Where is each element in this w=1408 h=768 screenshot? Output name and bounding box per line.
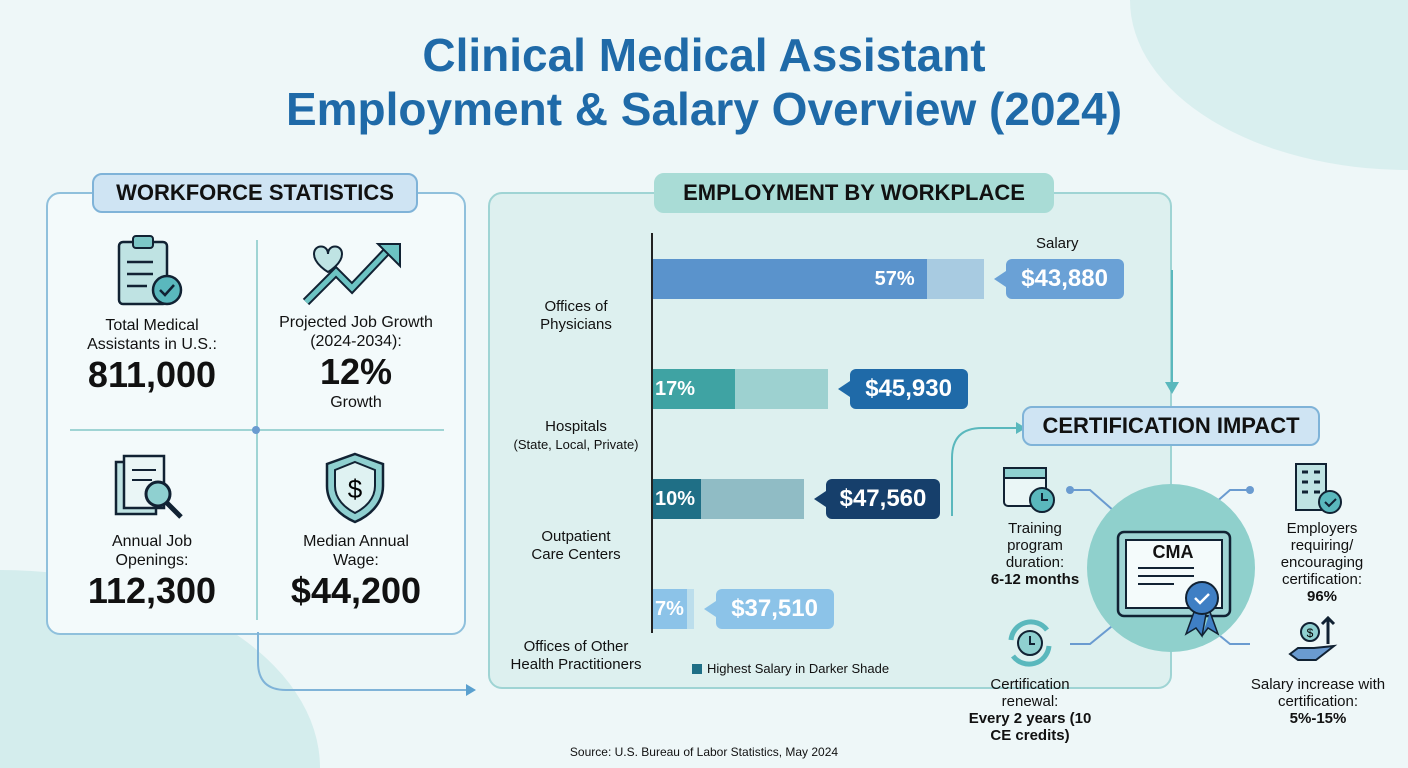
salary-header: Salary	[1036, 235, 1079, 252]
document-search-icon	[114, 454, 183, 519]
workplace-heading: EMPLOYMENT BY WORKPLACE	[654, 173, 1054, 213]
cert-renewal: Certification renewal: Every 2 years (10 …	[968, 676, 1092, 744]
workplace-name: Care Centers	[531, 546, 621, 563]
workplace-label: Offices of Physicians	[491, 298, 661, 334]
salary-callout: $45,930	[837, 369, 968, 409]
calendar-clock-icon	[1003, 467, 1055, 513]
page-title: Clinical Medical Assistant Employment & S…	[285, 29, 1123, 135]
growth-arrow-icon	[302, 243, 401, 306]
workplace-name: Health Practitioners	[510, 656, 642, 673]
shield-dollar-icon: $	[325, 452, 385, 524]
bar-pct-label: 7%	[655, 598, 684, 620]
hand-dollar-icon: $	[1288, 615, 1338, 661]
stat-total-assistants: Total Medical Assistants in U.S.: 811,000	[87, 317, 217, 395]
workplace-name: Outpatient	[541, 528, 611, 545]
divider-dot	[252, 426, 260, 434]
bar	[653, 589, 687, 629]
stat-job-growth: Projected Job Growth (2024-2034): 12% Growt…	[279, 314, 433, 411]
source-note: Source: U.S. Bureau of Labor Statistics,…	[569, 745, 839, 759]
salary-callout: $47,560	[814, 479, 940, 519]
connector-arrow	[951, 422, 1026, 516]
cert-salary-increase: Salary increase with certification: 5%-15…	[1250, 676, 1386, 727]
svg-text:$: $	[348, 474, 363, 504]
certificate-icon	[1116, 530, 1232, 638]
workplace-label: Outpatient Care Centers	[491, 528, 661, 564]
renewal-clock-icon	[1008, 619, 1052, 667]
connector-lines	[1066, 486, 1254, 645]
cert-training-duration: Training program duration: 6-12 months	[990, 520, 1080, 588]
bar-pct-label: 57%	[874, 268, 915, 290]
workplace-name: Hospitals	[545, 418, 607, 435]
cert-employers: Employers requiring/ encouraging certifi…	[1280, 520, 1364, 605]
salary-callout: $43,880	[993, 259, 1124, 299]
connector-arrow	[257, 632, 476, 696]
workplace-name: Offices of Other	[523, 638, 629, 655]
bar	[653, 369, 735, 409]
connector-arrow	[1165, 270, 1179, 394]
building-check-icon	[1295, 463, 1342, 514]
chart-axis	[651, 233, 653, 633]
certification-heading: CERTIFICATION IMPACT	[1022, 406, 1320, 446]
bar	[653, 479, 701, 519]
workplace-name: Offices of	[544, 298, 608, 315]
workplace-label: Hospitals (State, Local, Private)	[491, 418, 661, 454]
bar-pct-label: 10%	[655, 488, 696, 510]
cma-badge-text: CMA	[1152, 542, 1194, 562]
workplace-label: Offices of Other Health Practitioners	[491, 638, 661, 674]
clipboard-check-icon	[117, 235, 183, 306]
bar-pct-label: 17%	[655, 378, 696, 400]
bar	[653, 259, 927, 299]
workplace-name: Physicians	[540, 316, 612, 333]
svg-text:$: $	[1307, 626, 1314, 640]
stat-job-openings: Annual Job Openings: 112,300	[87, 533, 217, 611]
stat-median-wage: Median Annual Wage: $44,200	[290, 533, 422, 611]
workplace-name: (State, Local, Private)	[513, 437, 639, 452]
workforce-heading: WORKFORCE STATISTICS	[92, 173, 418, 213]
legend-swatch	[692, 664, 702, 674]
salary-callout: $37,510	[703, 589, 834, 629]
legend-label: Highest Salary in Darker Shade	[707, 661, 890, 676]
